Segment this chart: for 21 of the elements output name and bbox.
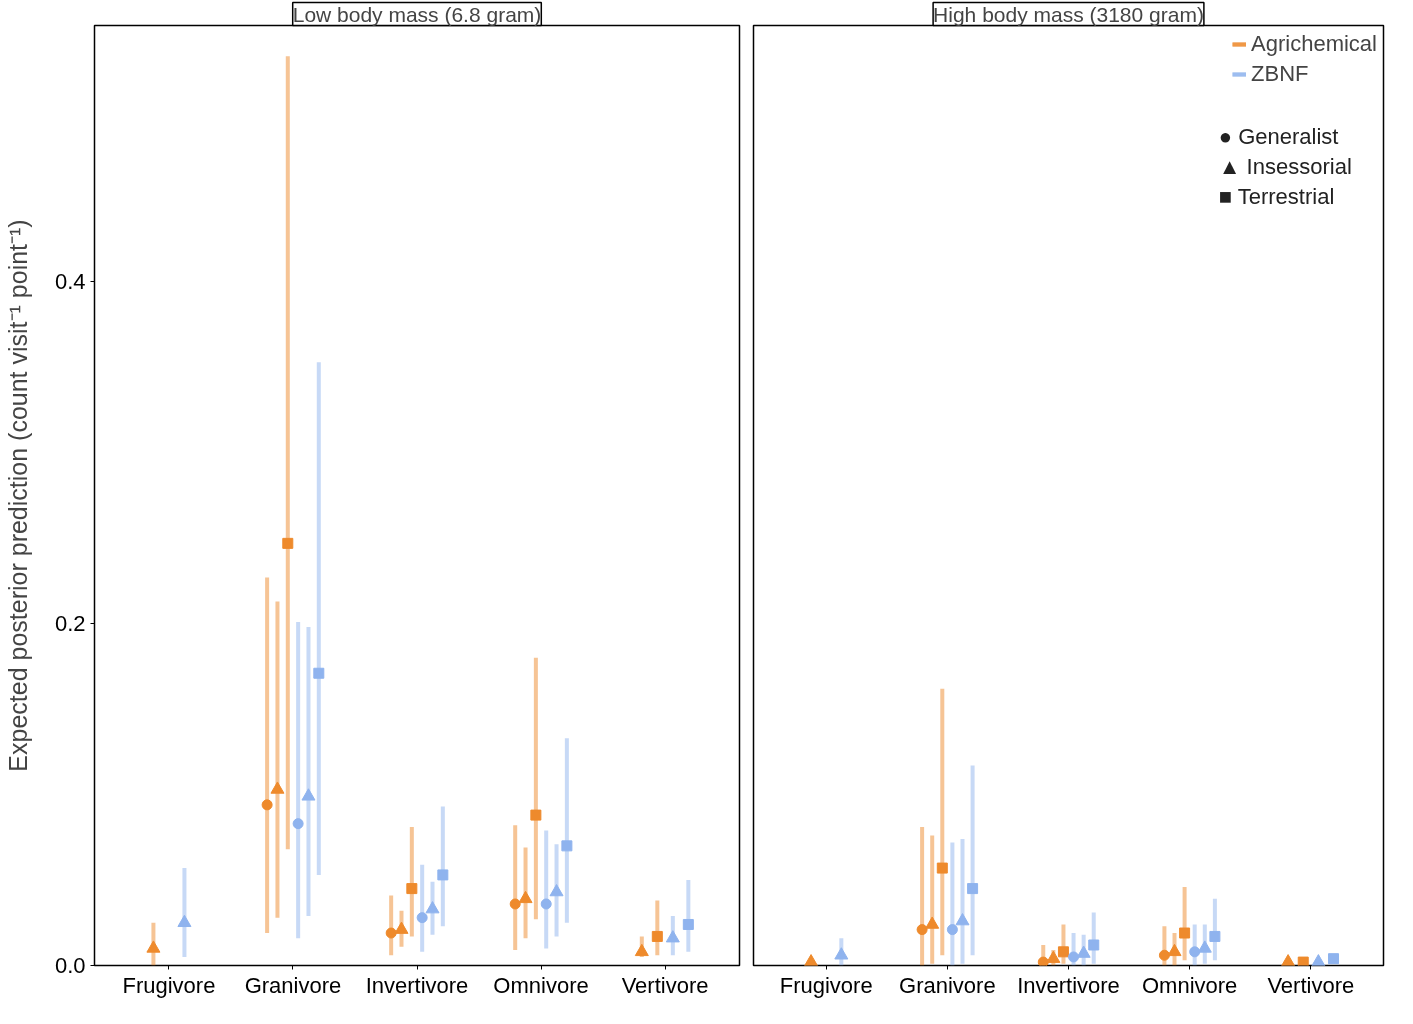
x-tick-label: Frugivore <box>779 972 873 998</box>
annotation: ▲ Insessorial <box>1218 154 1352 179</box>
y-tick-label: 0.4 <box>54 269 86 295</box>
x-tick-label: Omnivore <box>493 972 589 998</box>
legend-label: Agrichemical <box>1251 31 1377 57</box>
y-axis-title: Expected posterior prediction (count visit⁻¹ point⁻¹) <box>3 219 32 772</box>
chart-title: Low body mass (6.8 gram) <box>292 2 542 26</box>
x-tick-label: Vertivore <box>1267 972 1355 998</box>
y-tick-label: 0.0 <box>54 953 86 978</box>
x-tick-label: Vertivore <box>621 972 709 998</box>
x-tick-label: Frugivore <box>122 972 216 998</box>
x-tick-label: Granivore <box>244 972 342 998</box>
x-tick-label: Granivore <box>899 972 996 998</box>
annotation: ● Generalist <box>1218 123 1339 149</box>
chart-title: High body mass (3180 gram) <box>933 2 1204 26</box>
x-tick-label: Invertivore <box>1017 972 1120 998</box>
x-tick-label: Invertivore <box>365 972 469 998</box>
x-tick-label: Omnivore <box>1141 972 1238 998</box>
y-tick-label: 0.2 <box>54 611 86 637</box>
annotation: ■ Terrestrial <box>1218 184 1335 210</box>
legend-label: ZBNF <box>1251 61 1309 87</box>
